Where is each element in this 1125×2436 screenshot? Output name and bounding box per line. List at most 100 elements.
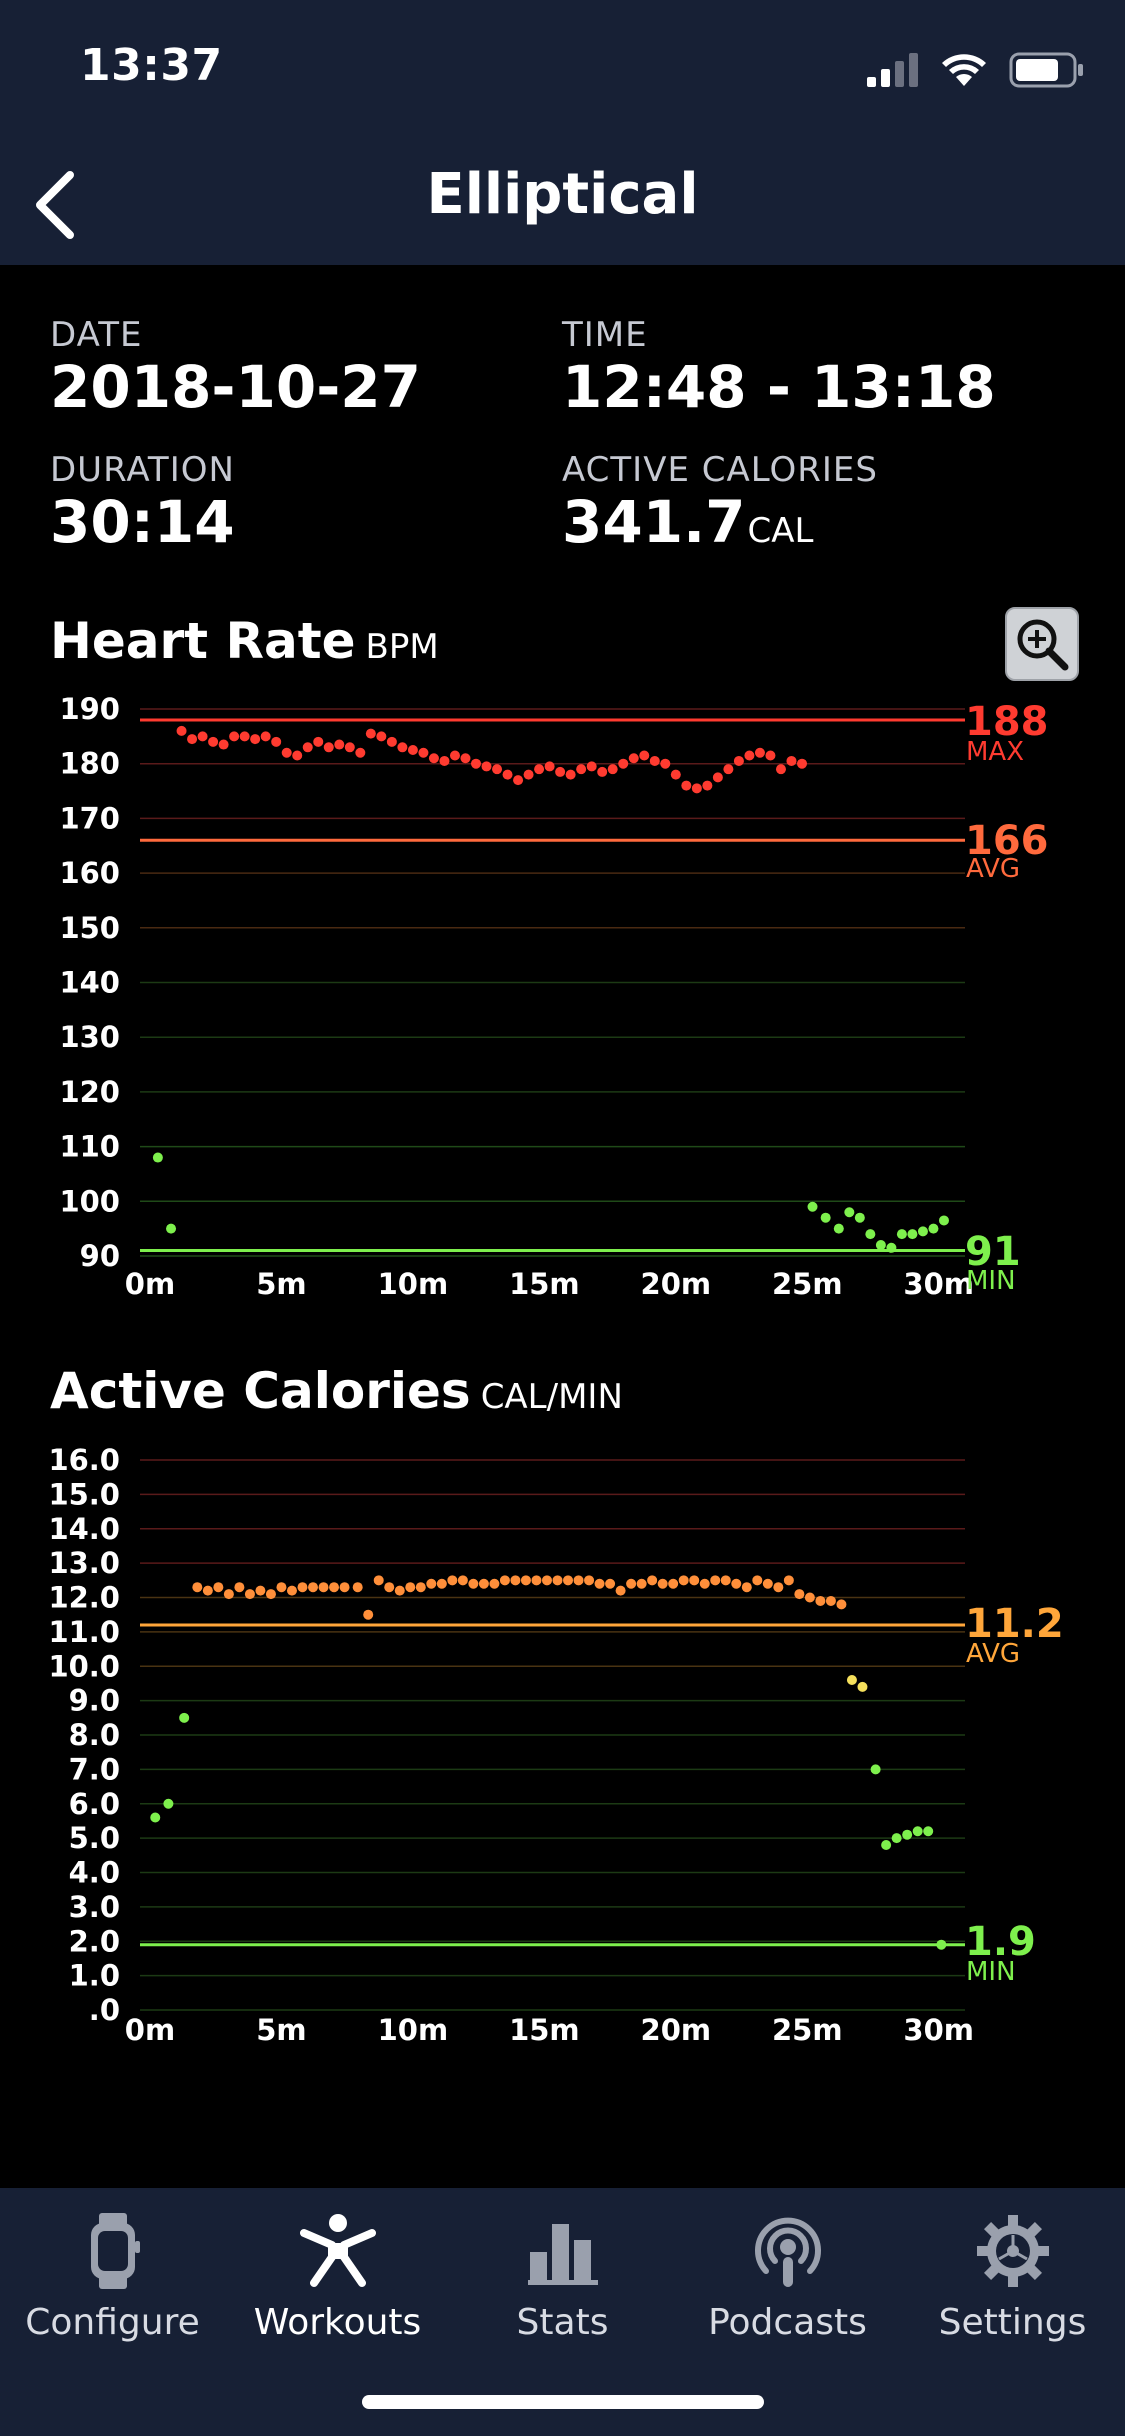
y-tick-label: 5.0 [69,1821,120,1855]
data-point [555,766,566,777]
calories-title-row: Active Calories CAL/MIN [50,1362,623,1420]
data-point [870,1764,881,1775]
calories-chart-unit: CAL/MIN [480,1377,623,1417]
data-point [415,1582,426,1593]
calories-x-ticks: 0m 5m 10m 15m 20m 25m 30m [125,2013,974,2045]
data-point [573,1575,584,1586]
tab-configure[interactable]: Configure [0,2206,225,2343]
data-point [166,1223,177,1234]
wifi-icon [942,54,986,86]
data-point [639,750,650,761]
x-tick-label: 0m [125,2013,175,2045]
y-tick-label: 6.0 [69,1787,120,1821]
data-point [936,1939,947,1950]
time-label: TIME [562,315,648,355]
x-tick-label: 20m [641,2013,712,2045]
data-point [339,1582,350,1593]
data-point [407,745,418,756]
y-tick-label: 12.0 [48,1581,120,1615]
calories-chart-title: Active Calories [50,1362,471,1420]
bar-chart-icon [527,2224,598,2285]
data-point [397,742,408,753]
hr-min-label: MIN [966,1266,1016,1296]
cal-avg-label: AVG [966,1639,1020,1669]
data-point [681,780,692,791]
data-point [836,1599,847,1610]
calories-y-ticks: 16.015.014.013.012.011.010.09.08.07.06.0… [48,1443,120,2027]
data-point [520,1575,531,1586]
data-point [689,1575,700,1586]
data-point [447,1575,458,1586]
data-point [239,731,250,742]
data-point [752,1575,763,1586]
data-point [255,1585,266,1596]
data-point [896,1229,907,1240]
x-tick-label: 30m [903,1267,974,1301]
data-point [691,783,702,794]
data-point [218,739,229,750]
data-point [365,728,376,739]
tab-stats[interactable]: Stats [450,2206,675,2343]
data-point [923,1826,934,1837]
data-point [865,1229,876,1240]
tab-podcasts[interactable]: Podcasts [675,2206,900,2343]
y-tick-label: 170 [59,801,120,835]
y-tick-label: 90 [80,1239,120,1273]
data-point [502,769,513,780]
data-point [384,1582,395,1593]
tab-workouts[interactable]: Workouts [225,2206,450,2343]
data-point [552,1575,563,1586]
data-point [912,1826,923,1837]
data-point [373,1575,384,1586]
data-point [187,734,198,745]
x-tick-label: 0m [125,1267,175,1301]
zoom-in-icon [1017,619,1069,671]
cal-min-label: MIN [966,1957,1016,1987]
data-point [323,742,334,753]
data-point [670,769,681,780]
data-point [197,731,208,742]
data-point [668,1578,679,1589]
data-point [192,1582,203,1593]
back-button[interactable] [22,165,92,245]
data-point [699,1578,710,1589]
y-tick-label: 190 [59,692,120,726]
data-point [150,1812,161,1823]
calories-reference-lines [140,1623,965,1947]
heart-rate-y-ticks: 190 180 170 160 150 140 130 120 110 100 90 [59,692,120,1273]
data-point [363,1609,374,1620]
data-point [807,1201,818,1212]
hr-max-label: MAX [966,737,1024,767]
data-point [563,1575,574,1586]
data-point [286,1585,297,1596]
data-point [265,1589,276,1600]
data-point [229,731,240,742]
data-point [586,761,597,772]
data-point [886,1242,897,1253]
heart-rate-reference-lines [140,718,965,1253]
data-point [657,1578,668,1589]
tab-settings[interactable]: Settings [900,2206,1125,2343]
data-point [605,1578,616,1589]
y-tick-label: 11.0 [48,1615,120,1649]
data-point [355,747,366,758]
date-block: DATE 2018-10-27 [50,315,421,421]
data-point [731,1578,742,1589]
page-title: Elliptical [426,162,699,227]
y-tick-label: 120 [59,1075,120,1109]
data-point [875,1240,886,1251]
data-point [152,1152,163,1163]
y-tick-label: 160 [59,856,120,890]
hr-avg-value: 166 [965,818,1049,864]
watch-icon [90,2213,140,2289]
y-tick-label: 1.0 [69,1959,120,1993]
data-point [744,750,755,761]
tab-settings-label: Settings [938,2302,1087,2343]
heart-rate-unit: BPM [365,627,439,667]
x-tick-label: 25m [772,1267,843,1301]
tab-bar: Configure Workouts Stats [0,2188,1125,2436]
y-tick-label: 130 [59,1020,120,1054]
data-point [344,742,355,753]
data-point [618,758,629,769]
zoom-button[interactable] [1005,607,1079,681]
